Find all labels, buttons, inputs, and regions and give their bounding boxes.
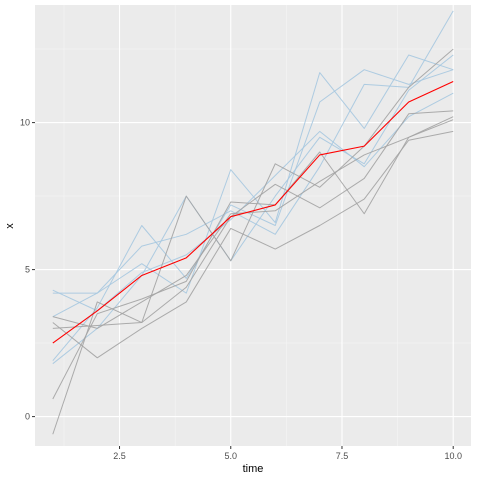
series-lines <box>52 10 454 435</box>
y-axis-title: x <box>4 223 16 229</box>
x-axis: 2.5 5.0 7.5 10.0 <box>113 446 462 461</box>
x-axis-title: time <box>243 463 264 475</box>
y-tick-label: 0 <box>25 412 30 422</box>
x-tick-label: 10.0 <box>444 451 462 461</box>
mean-series-line <box>52 80 454 344</box>
blue-series-line-5 <box>52 92 454 312</box>
y-axis: 0 5 10 <box>20 118 35 422</box>
gray-series-line-6 <box>52 119 454 400</box>
x-tick-label: 5.0 <box>224 451 237 461</box>
y-tick-label: 5 <box>25 265 30 275</box>
x-tick-label: 7.5 <box>336 451 349 461</box>
blue-series-line-4 <box>52 69 454 362</box>
blue-series-line-3 <box>52 54 454 365</box>
gray-series-line-8 <box>52 130 454 359</box>
blue-series-line-2 <box>52 54 454 318</box>
y-tick-label: 10 <box>20 118 30 128</box>
blue-series-line-1 <box>52 10 454 294</box>
major-gridlines <box>35 5 471 446</box>
gray-series-line-10 <box>52 116 454 329</box>
plot-panel <box>35 5 471 446</box>
x-tick-label: 2.5 <box>113 451 126 461</box>
